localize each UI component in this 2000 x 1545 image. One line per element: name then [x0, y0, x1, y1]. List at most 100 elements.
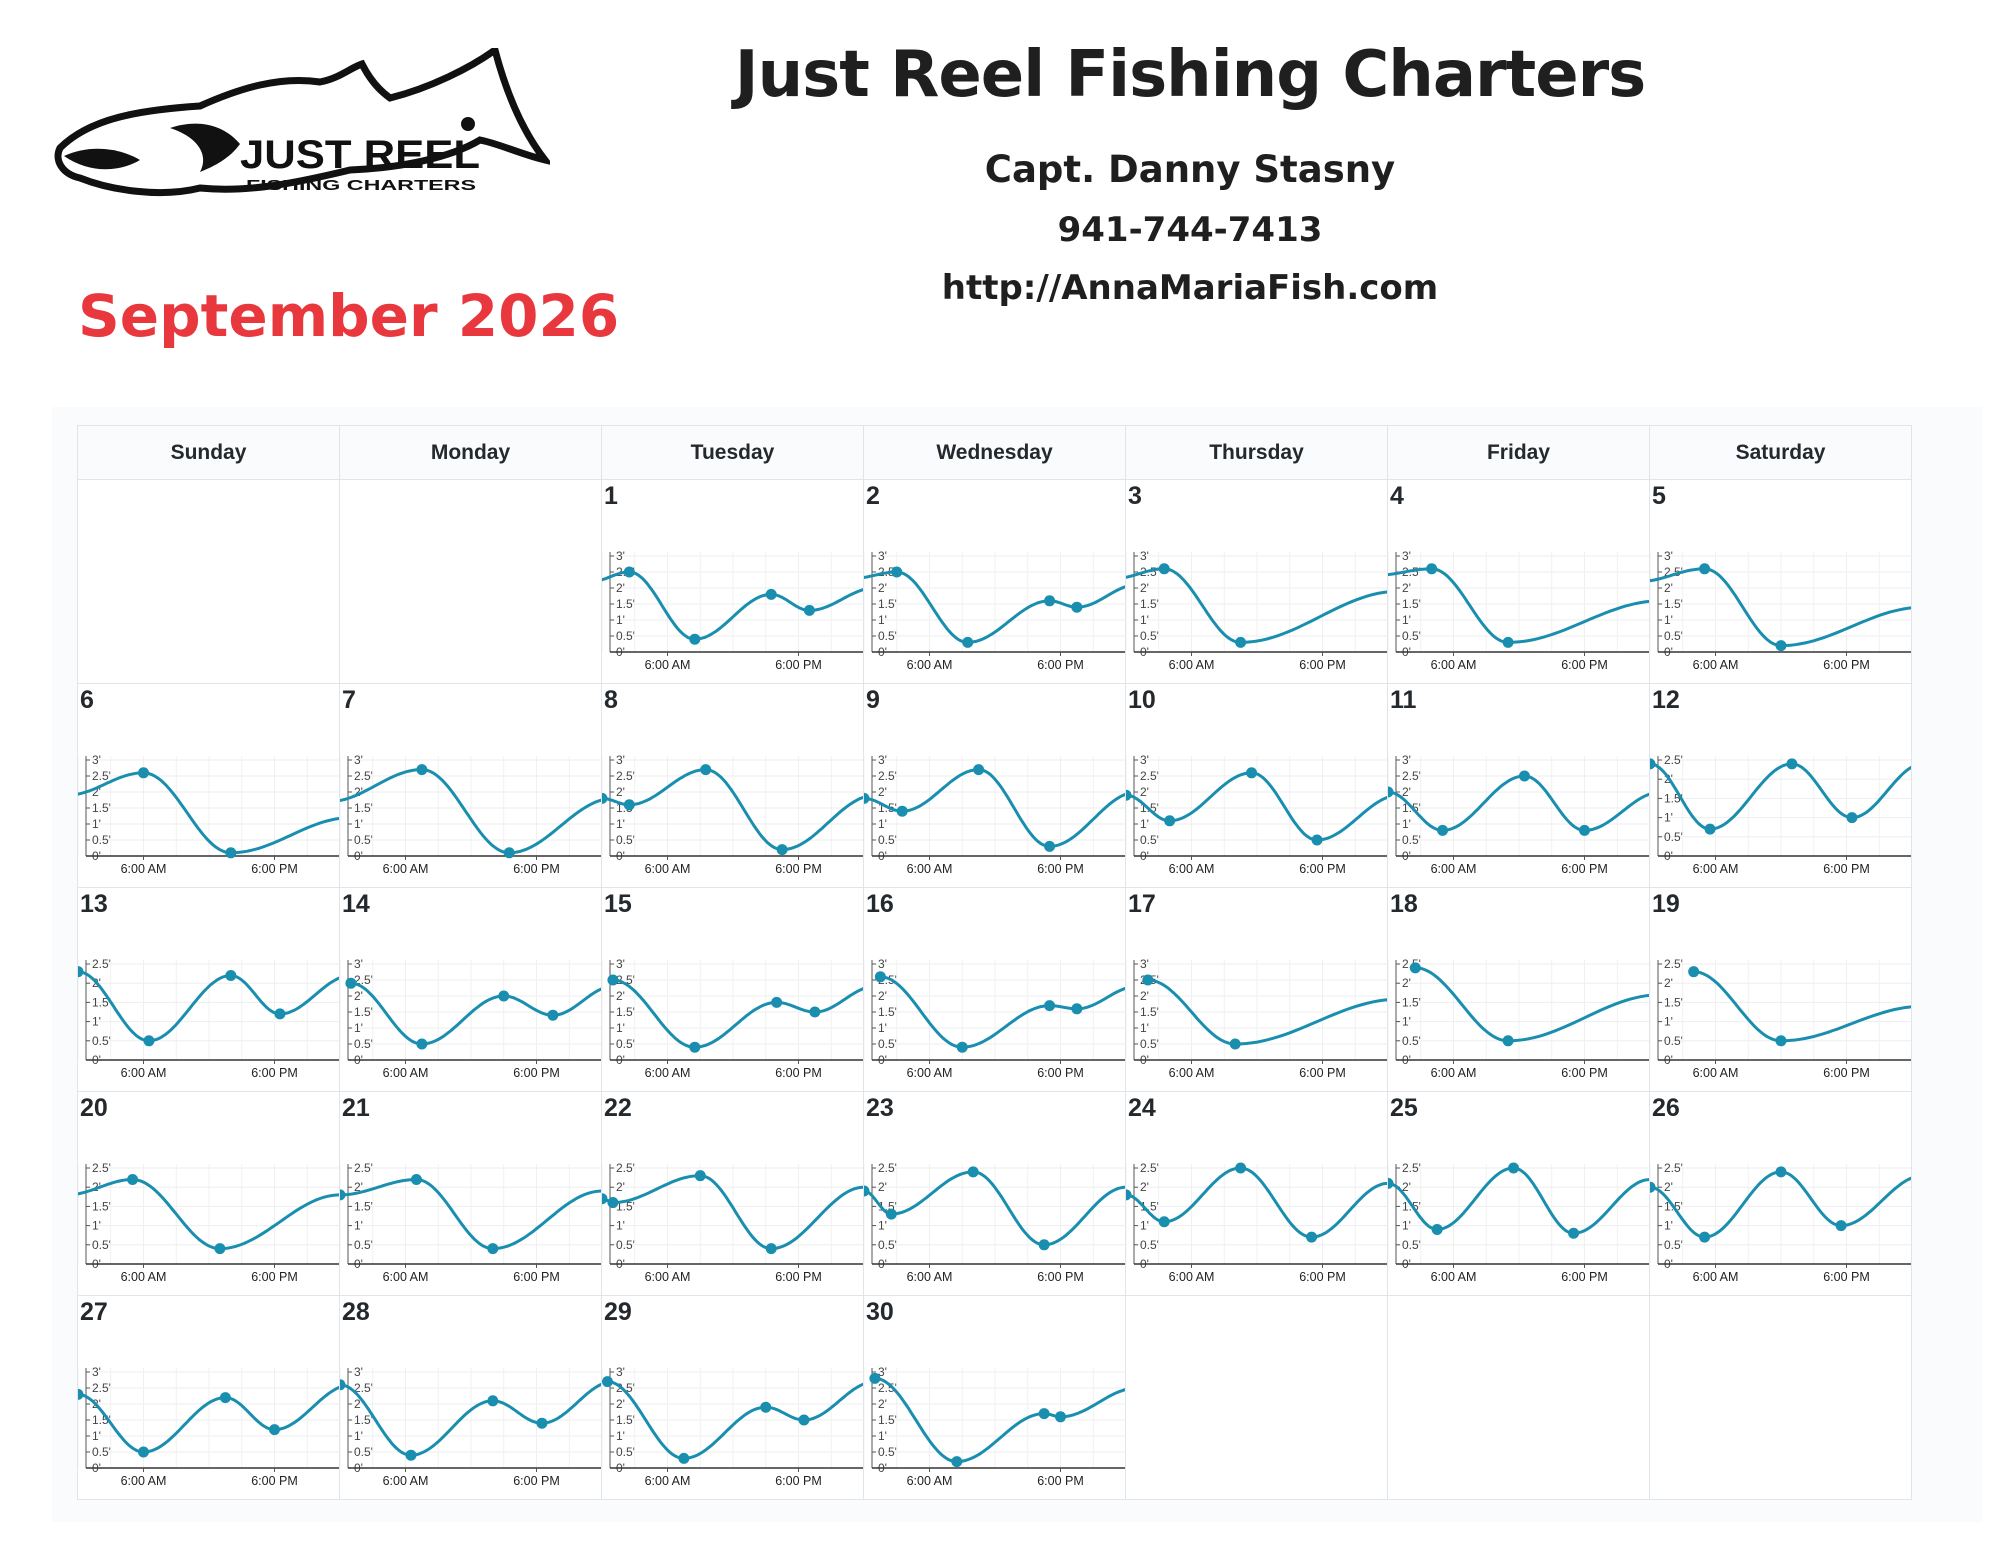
date-number: 5 — [1652, 482, 1666, 510]
tide-line — [602, 570, 863, 641]
y-tick-label: 1.5' — [354, 1413, 373, 1427]
y-tick-label: 0.5' — [1402, 1034, 1421, 1048]
calendar-day-cell: 16 0' 0.5' 1' 1.5' 2' 2.5' 3' 6:00 AM 6:00 PM — [864, 888, 1126, 1092]
tide-point — [345, 977, 357, 989]
tide-point — [1126, 1189, 1132, 1201]
x-tick-label: 6:00 PM — [1037, 1066, 1084, 1080]
y-tick-label: 3' — [616, 1365, 625, 1379]
tide-point — [869, 1372, 881, 1384]
tide-point — [1142, 974, 1154, 986]
tide-point — [487, 1395, 499, 1407]
tide-point — [1699, 1231, 1711, 1243]
tide-point — [1579, 824, 1590, 836]
y-tick-label: 0.5' — [878, 629, 897, 643]
tide-point — [269, 1424, 280, 1436]
tide-point — [1038, 1408, 1050, 1420]
tide-calendar: Sunday Monday Tuesday Wednesday Thursday… — [77, 425, 1912, 1500]
y-tick-label: 2' — [616, 989, 625, 1003]
tide-point — [536, 1417, 548, 1429]
y-tick-label: 1' — [92, 1015, 101, 1029]
tide-point — [219, 1392, 231, 1404]
tide-line — [864, 570, 1125, 644]
website-link[interactable]: http://AnnaMariaFish.com — [941, 268, 1439, 308]
calendar-day-cell: 5 0' 0.5' 1' 1.5' 2' 2.5' 3' 6:00 AM 6:00 PM — [1650, 480, 1912, 684]
y-tick-label: 2' — [616, 581, 625, 595]
x-tick-label: 6:00 PM — [251, 1066, 298, 1080]
y-tick-label: 1' — [616, 1219, 625, 1233]
date-number: 10 — [1128, 686, 1156, 714]
tide-point — [1650, 758, 1656, 770]
tide-point — [1158, 563, 1170, 575]
y-tick-label: 0.5' — [878, 833, 897, 847]
tide-point — [1568, 1227, 1580, 1239]
tide-line — [78, 771, 339, 855]
y-tick-label: 0.5' — [616, 1445, 635, 1459]
y-tick-label: 3' — [878, 1365, 887, 1379]
tide-point — [602, 1193, 608, 1205]
tide-point — [138, 1446, 149, 1458]
tide-point — [891, 566, 903, 578]
y-tick-label: 0.5' — [92, 1034, 111, 1048]
date-number: 13 — [80, 890, 108, 918]
calendar-day-cell: 12 0' 0.5' 1' 1.5' 2' 2.5' 6:00 AM 6:00 PM — [1650, 684, 1912, 888]
y-tick-label: 0.5' — [92, 1445, 111, 1459]
tide-point — [1229, 1038, 1241, 1050]
tide-point — [1437, 824, 1449, 836]
tide-point — [602, 792, 608, 804]
y-tick-label: 1' — [616, 613, 625, 627]
x-tick-label: 6:00 AM — [383, 1270, 429, 1284]
y-tick-label: 1.5' — [616, 1005, 635, 1019]
x-tick-label: 6:00 PM — [251, 1474, 298, 1488]
tide-point — [864, 1185, 870, 1197]
y-tick-label: 2' — [878, 1397, 887, 1411]
tide-point — [1502, 1035, 1514, 1047]
tide-point — [760, 1401, 772, 1413]
tide-point — [956, 1041, 968, 1053]
y-tick-label: 1.5' — [92, 995, 111, 1009]
page-title: Just Reel Fishing Charters — [734, 38, 1647, 112]
calendar-day-cell: 4 0' 0.5' 1' 1.5' 2' 2.5' 3' 6:00 AM 6:00 PM — [1388, 480, 1650, 684]
calendar-day-cell: 24 0' 0.5' 1' 1.5' 2' 2.5' 6:00 AM 6:00 PM — [1126, 1092, 1388, 1296]
tide-point — [547, 1009, 559, 1021]
x-tick-label: 6:00 AM — [645, 658, 691, 672]
y-tick-label: 2.5' — [92, 1161, 111, 1175]
tide-point — [1164, 815, 1176, 827]
tide-point — [1055, 1411, 1066, 1423]
tide-point — [1835, 1220, 1847, 1232]
calendar-day-cell: 11 0' 0.5' 1' 1.5' 2' 2.5' 3' 6:00 AM 6:00 PM — [1388, 684, 1650, 888]
y-tick-label: 1.5' — [1140, 1005, 1159, 1019]
y-tick-label: 0.5' — [878, 1037, 897, 1051]
calendar-day-cell: 27 0' 0.5' 1' 1.5' 2' 2.5' 3' 6:00 AM 6:00 PM — [78, 1296, 340, 1500]
y-tick-label: 3' — [92, 1365, 101, 1379]
y-tick-label: 3' — [1140, 753, 1149, 767]
y-tick-label: 2' — [1140, 1180, 1149, 1194]
y-tick-label: 3' — [92, 753, 101, 767]
tide-point — [809, 1006, 821, 1018]
weekday-tuesday: Tuesday — [602, 426, 864, 480]
y-tick-label: 2.5' — [878, 1161, 897, 1175]
x-tick-label: 6:00 PM — [775, 658, 822, 672]
weekday-friday: Friday — [1388, 426, 1650, 480]
y-tick-label: 1' — [354, 1219, 363, 1233]
logo-text-sub: FISHING CHARTERS — [246, 177, 476, 194]
tide-point — [1038, 1239, 1050, 1251]
y-tick-label: 2' — [1140, 785, 1149, 799]
tide-line — [612, 978, 863, 1049]
tide-line — [1415, 966, 1649, 1043]
calendar-day-cell: 10 0' 0.5' 1' 1.5' 2' 2.5' 3' 6:00 AM 6:00 PM — [1126, 684, 1388, 888]
calendar-day-cell: 23 0' 0.5' 1' 1.5' 2' 2.5' 6:00 AM 6:00 PM — [864, 1092, 1126, 1296]
tide-point — [416, 764, 428, 776]
tide-point — [416, 1038, 428, 1050]
calendar-day-cell: 22 0' 0.5' 1' 1.5' 2' 2.5' 6:00 AM 6:00 PM — [602, 1092, 864, 1296]
tide-point — [678, 1452, 690, 1464]
y-tick-label: 2' — [354, 1180, 363, 1194]
tide-point — [623, 566, 635, 578]
x-tick-label: 6:00 PM — [1299, 862, 1346, 876]
